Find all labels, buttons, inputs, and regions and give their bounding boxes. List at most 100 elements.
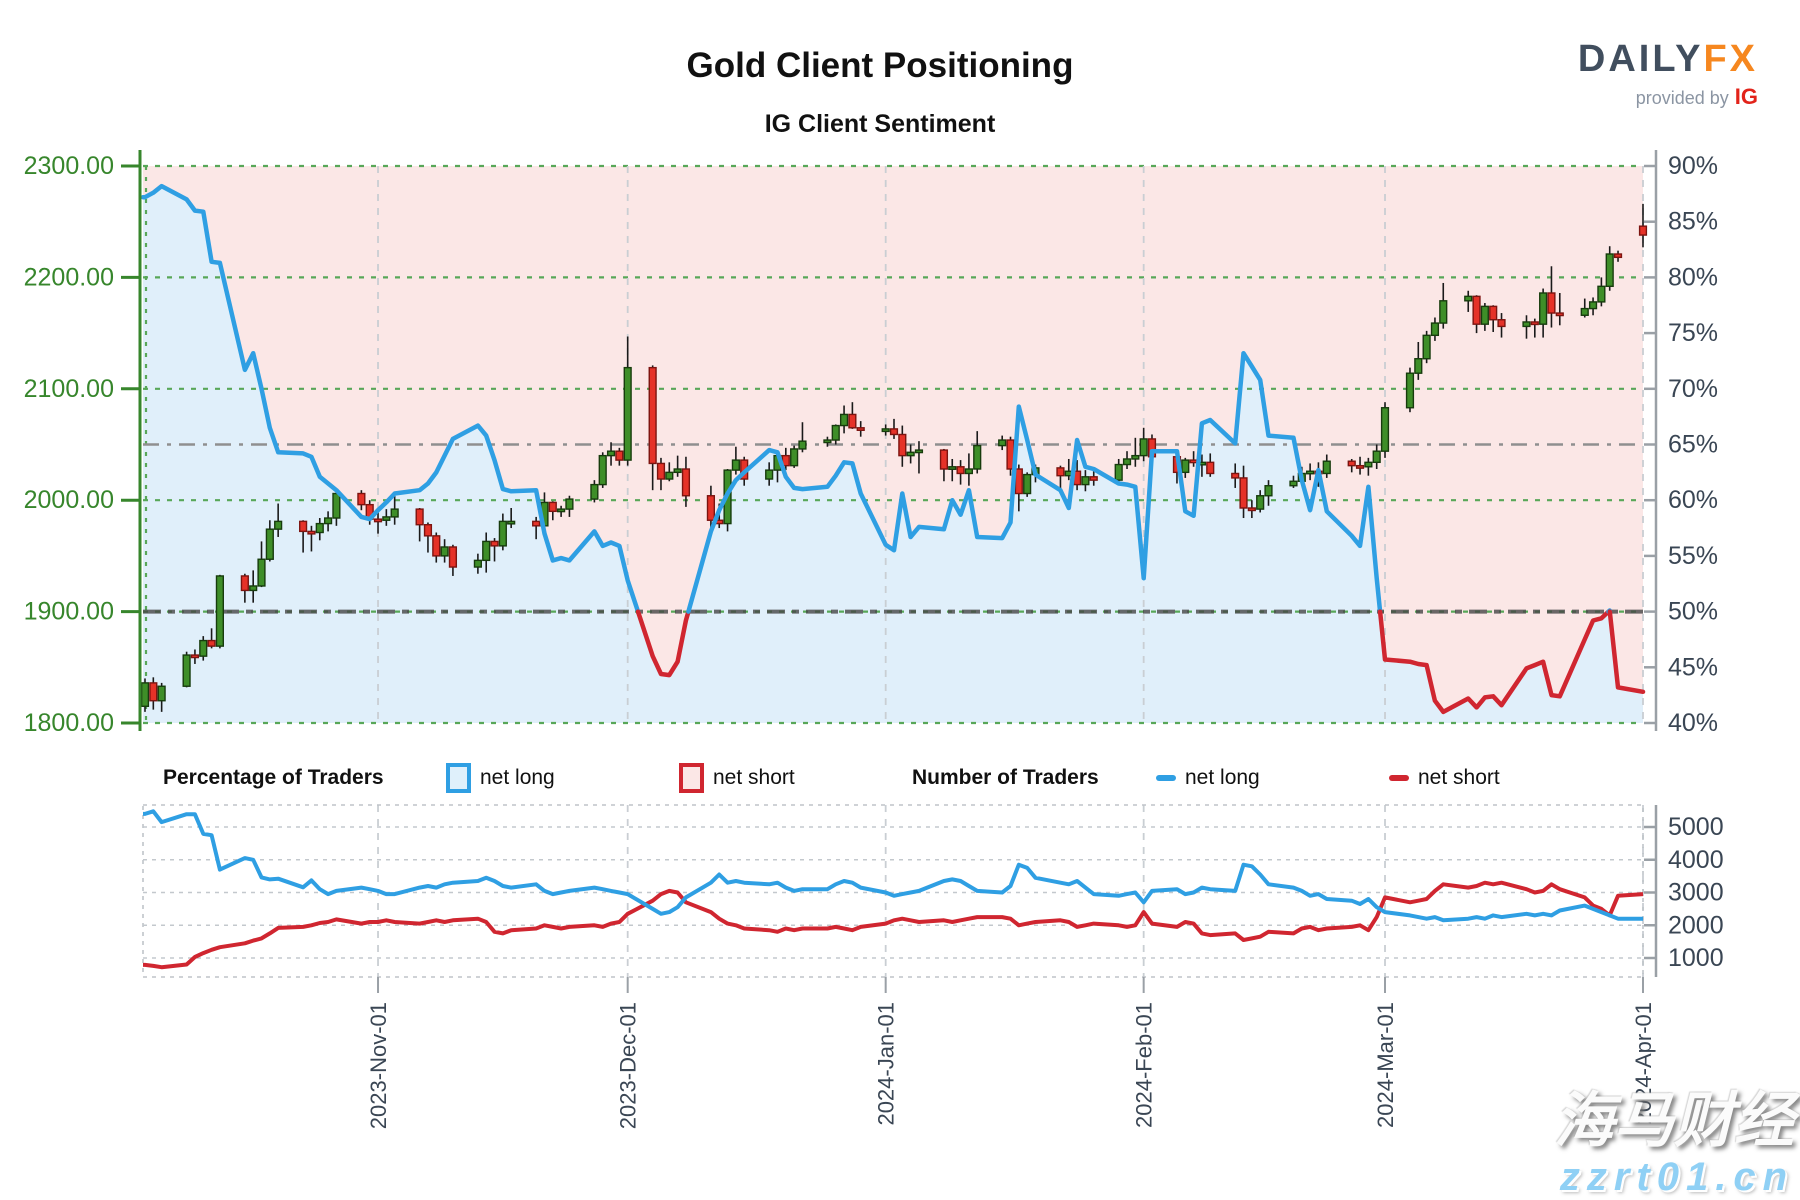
candle: [881, 424, 890, 436]
candle: [948, 458, 957, 482]
candle: [1530, 318, 1539, 338]
candle: [390, 495, 399, 525]
candle: [823, 436, 832, 447]
candle: [557, 505, 566, 517]
candle: [448, 544, 458, 576]
candle: [1588, 297, 1598, 316]
legend-group-percentage: Percentage of Traders: [163, 766, 384, 789]
candle: [681, 456, 691, 507]
candle: [1430, 317, 1440, 341]
svg-text:60%: 60%: [1668, 486, 1718, 514]
main-gridlines: [143, 164, 1644, 977]
x-axis-labels: 2023-Nov-01 2023-Dec-01 2024-Jan-01 2024-Fe…: [366, 977, 1656, 1129]
candle: [1239, 465, 1248, 519]
candle: [1322, 454, 1331, 478]
candle: [482, 532, 491, 573]
candle: [956, 460, 965, 485]
svg-text:90%: 90%: [1668, 152, 1718, 180]
svg-text:4000: 4000: [1668, 846, 1724, 874]
candle: [665, 462, 674, 482]
net-short-count-line: [143, 880, 1644, 970]
svg-text:2024-Feb-01: 2024-Feb-01: [1132, 1002, 1157, 1128]
svg-text:5000: 5000: [1668, 813, 1724, 841]
candle: [1056, 465, 1065, 490]
svg-text:2023-Dec-01: 2023-Dec-01: [616, 1002, 641, 1129]
legend-item-count-net-short: net short: [1389, 758, 1500, 798]
candle: [1439, 282, 1448, 329]
candle: [315, 518, 324, 541]
candle: [798, 422, 807, 453]
candle: [332, 490, 341, 526]
svg-text:2024-Jan-01: 2024-Jan-01: [874, 1002, 899, 1126]
candle: [848, 402, 857, 429]
chart-subtitle: IG Client Sentiment: [764, 110, 996, 138]
candle: [473, 553, 482, 574]
candle: [1247, 500, 1256, 519]
candle: [1372, 444, 1381, 470]
provided-by-ig: provided by IG: [1635, 84, 1758, 109]
candle: [240, 573, 249, 603]
candle: [565, 495, 574, 517]
candle: [1264, 480, 1273, 506]
svg-text:50%: 50%: [1668, 598, 1718, 626]
svg-text:2000: 2000: [1668, 911, 1724, 939]
candle: [1480, 303, 1489, 331]
count-panel: 5000 4000 3000 2000 1000: [142, 804, 1724, 978]
candle: [1231, 463, 1240, 488]
candle: [606, 442, 616, 466]
candle: [140, 678, 150, 712]
net-long-pct-line: [140, 183, 1646, 715]
candle: [856, 421, 865, 437]
candle: [507, 507, 516, 529]
candle: [1522, 315, 1531, 339]
svg-text:2300.00: 2300.00: [24, 152, 114, 180]
candle: [423, 522, 433, 553]
candle: [656, 457, 666, 491]
net-long-box-swatch: [446, 763, 471, 793]
candle: [1555, 292, 1564, 326]
candle: [1597, 277, 1606, 307]
svg-text:1000: 1000: [1668, 944, 1724, 972]
candle: [1206, 453, 1215, 477]
candle: [299, 520, 308, 553]
candle: [1497, 313, 1506, 338]
svg-text:2000.00: 2000.00: [24, 486, 114, 514]
legend-item-pct-net-short: net short: [679, 758, 795, 798]
candle: [1605, 246, 1614, 291]
candle: [1289, 475, 1298, 488]
svg-text:85%: 85%: [1668, 208, 1718, 236]
candle: [673, 455, 682, 477]
net-long-area: [143, 186, 1643, 724]
candle: [1347, 458, 1356, 473]
watermark-url: zzrt01.cn: [1559, 1155, 1794, 1199]
candle: [998, 435, 1007, 451]
candle: [265, 520, 274, 562]
candle: [839, 405, 849, 434]
net-long-count-line: [143, 809, 1643, 923]
svg-text:1800.00: 1800.00: [24, 709, 114, 737]
candle: [790, 445, 799, 468]
candle: [207, 628, 216, 649]
candle: [706, 485, 716, 529]
candle: [1580, 298, 1589, 318]
candle: [149, 677, 158, 710]
svg-text:2023-Nov-01: 2023-Nov-01: [366, 1002, 391, 1129]
candle: [1114, 458, 1123, 484]
candle: [615, 447, 624, 466]
svg-text:40%: 40%: [1668, 709, 1718, 737]
candle: [1380, 402, 1390, 458]
candle: [590, 480, 599, 503]
candle: [490, 538, 499, 562]
candle: [1414, 342, 1423, 380]
net-short-dash-swatch: [1389, 775, 1409, 781]
svg-text:2024-Mar-01: 2024-Mar-01: [1373, 1002, 1398, 1128]
candle: [939, 448, 949, 482]
candle: [357, 490, 366, 511]
svg-text:45%: 45%: [1668, 653, 1718, 681]
candle: [498, 513, 507, 551]
page-title: Gold Client Positioning: [686, 46, 1074, 85]
candle: [1081, 470, 1090, 492]
candle: [1539, 288, 1548, 338]
candle: [215, 574, 225, 649]
